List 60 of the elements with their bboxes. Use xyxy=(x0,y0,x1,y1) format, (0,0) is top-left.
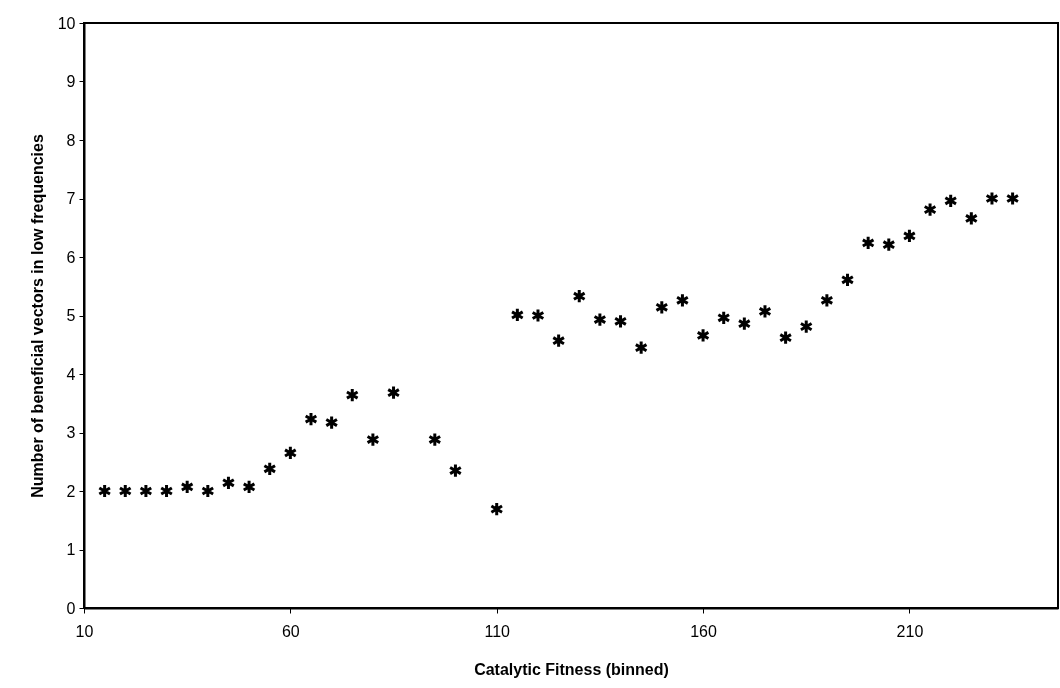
point xyxy=(386,385,401,401)
point xyxy=(985,190,999,207)
y-tick-label: 10 xyxy=(57,14,76,32)
point xyxy=(799,318,814,335)
point xyxy=(593,311,607,328)
y-tick-label: 6 xyxy=(66,248,76,266)
point xyxy=(510,307,525,323)
x-tick-label: 60 xyxy=(281,622,300,640)
point xyxy=(923,201,937,218)
point xyxy=(283,445,298,461)
point xyxy=(489,501,504,517)
point xyxy=(324,414,339,431)
y-tick-label: 1 xyxy=(66,541,76,558)
point xyxy=(118,483,133,499)
point xyxy=(778,330,793,346)
point xyxy=(97,483,112,499)
point xyxy=(675,292,690,308)
point xyxy=(221,475,236,491)
point xyxy=(634,340,648,356)
point xyxy=(840,272,855,288)
point xyxy=(139,483,153,499)
point xyxy=(366,431,380,448)
point xyxy=(180,479,195,495)
point xyxy=(159,483,174,499)
point xyxy=(758,303,772,320)
y-axis-title: Number of beneficial vectors in low frequencies xyxy=(28,134,46,498)
y-tick-label: 9 xyxy=(66,73,76,90)
point xyxy=(572,288,587,304)
point xyxy=(345,387,360,403)
point xyxy=(654,299,669,315)
point xyxy=(200,483,215,499)
point xyxy=(861,235,875,251)
point xyxy=(943,193,958,209)
point xyxy=(696,327,710,344)
y-tick-label: 8 xyxy=(66,131,76,149)
x-tick-label: 160 xyxy=(690,622,718,640)
y-tick-label: 2 xyxy=(66,482,76,500)
y-tick-label: 5 xyxy=(66,307,76,324)
x-axis-title: Catalytic Fitness (binned) xyxy=(474,660,669,678)
point xyxy=(551,333,566,349)
point xyxy=(737,316,752,332)
y-tick-label: 4 xyxy=(66,365,76,383)
point xyxy=(881,237,896,253)
point xyxy=(1005,190,1020,207)
point xyxy=(716,310,731,326)
y-tick-label: 3 xyxy=(66,424,76,441)
point xyxy=(427,431,442,448)
point xyxy=(964,210,979,227)
point xyxy=(448,462,463,479)
point xyxy=(531,307,545,324)
point xyxy=(262,461,277,477)
x-tick-label: 110 xyxy=(484,622,511,640)
point xyxy=(613,313,628,329)
point xyxy=(902,228,917,244)
point xyxy=(304,411,318,427)
y-tick-label: 7 xyxy=(66,190,76,207)
point xyxy=(242,479,256,495)
x-tick-label: 210 xyxy=(896,622,924,640)
point xyxy=(820,292,834,308)
y-tick-label: 0 xyxy=(66,599,76,617)
